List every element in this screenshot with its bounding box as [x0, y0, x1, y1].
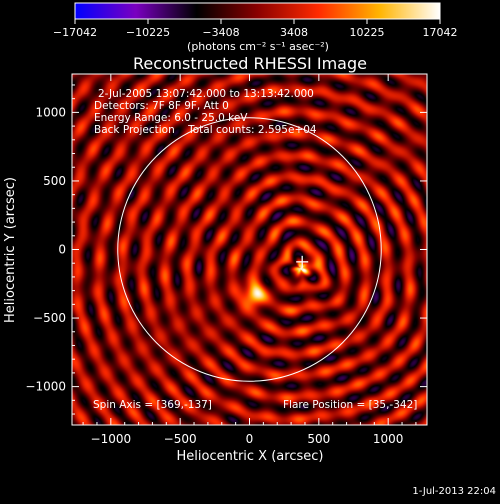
- colorbar-tick-label: 17042: [423, 26, 458, 39]
- colorbar-tick-label: 3408: [280, 26, 308, 39]
- annotation-detectors: Detectors: 7F 8F 9F, Att 0: [94, 100, 229, 112]
- solar-disk-limb: [117, 117, 382, 382]
- annotation-flare-position: Flare Position = [35,-342]: [283, 399, 417, 411]
- colorbar-tick-label: −17042: [53, 26, 97, 39]
- heatmap-region: [72, 74, 427, 425]
- y-tick-label: −1000: [25, 380, 66, 394]
- flare-position-marker: [296, 255, 309, 268]
- annotation-time-range: 2-Jul-2005 13:07:42.000 to 13:13:42.000: [98, 88, 314, 100]
- colorbar-unit-label: (photons cm⁻² s⁻¹ asec⁻²): [187, 40, 329, 53]
- annotation-spin-axis: Spin Axis = [369,-137]: [93, 399, 212, 411]
- x-tick-label: −500: [164, 432, 197, 446]
- x-tick-label: 1000: [373, 432, 404, 446]
- colorbar-tick-label: 10225: [349, 26, 384, 39]
- x-axis-label: Heliocentric X (arcsec): [177, 449, 324, 464]
- annotation-method-counts: Back Projection Total counts: 2.595e+04: [94, 124, 317, 136]
- y-tick-label: 500: [43, 174, 66, 188]
- colorbar: [74, 2, 441, 20]
- colorbar-ticks: −17042 −10225 −3408 3408 10225 17042: [53, 19, 458, 39]
- chart-title: Reconstructed RHESSI Image: [133, 54, 367, 73]
- colorbar-tick-label: −3408: [202, 26, 239, 39]
- y-tick-label: −500: [33, 311, 66, 325]
- footer-timestamp: 1-Jul-2013 22:04: [412, 486, 496, 497]
- y-tick-label: 1000: [35, 105, 66, 119]
- x-tick-label: 0: [246, 432, 254, 446]
- axis-ticks: −1000 −500 0 500 1000 −1000 −500 0 500 1000: [25, 74, 427, 446]
- y-axis-label: Heliocentric Y (arcsec): [3, 177, 18, 323]
- annotation-energy-range: Energy Range: 6.0 - 25.0 keV: [94, 112, 248, 124]
- colorbar-tick-label: −10225: [126, 26, 170, 39]
- heatmap-image: [72, 74, 427, 425]
- x-tick-label: −1000: [91, 432, 132, 446]
- y-tick-label: 0: [58, 243, 66, 257]
- x-tick-label: 500: [307, 432, 330, 446]
